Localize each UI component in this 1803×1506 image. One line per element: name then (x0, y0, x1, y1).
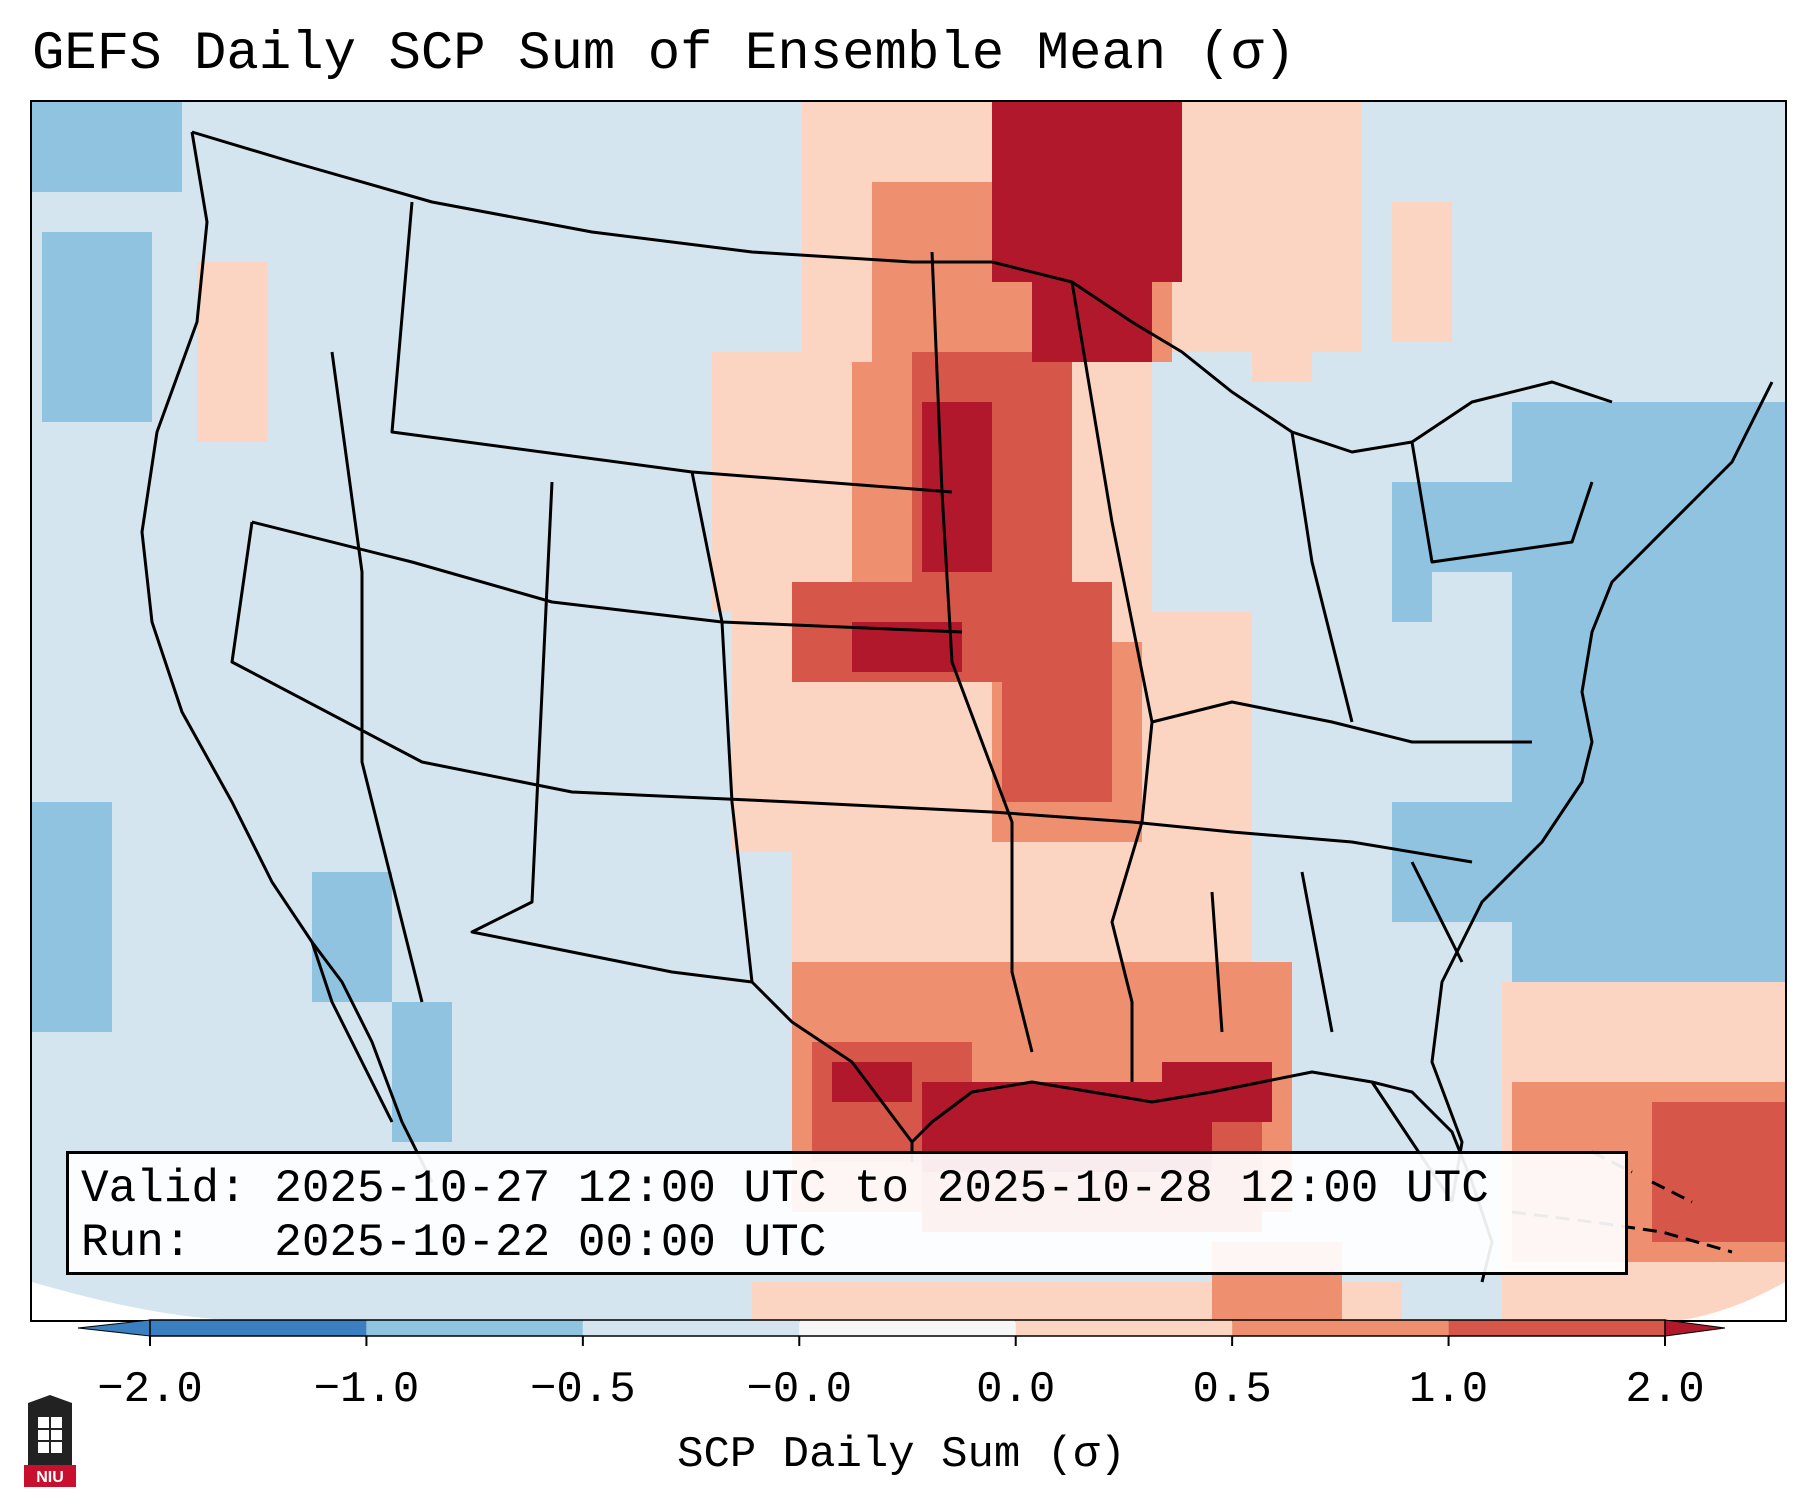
colorbar-tick-label: 2.0 (1625, 1365, 1705, 1415)
ontario-light-patch (1252, 282, 1312, 382)
pacific-nw-low-patch (32, 102, 182, 192)
colorbar-segment (366, 1320, 583, 1336)
colorbar-segment (799, 1320, 1016, 1336)
colorbar-tick-label: 1.0 (1408, 1365, 1489, 1415)
colorbar-segment (582, 1320, 800, 1336)
north-dakota-max-patch (992, 102, 1182, 282)
map-title: GEFS Daily SCP Sum of Ensemble Mean (σ) (32, 24, 1296, 85)
texas-border (750, 980, 914, 1143)
appalachian-border (1290, 431, 1354, 723)
mountain-border (330, 351, 424, 1003)
colorbar-tick-label: 0.0 (976, 1365, 1056, 1415)
pennsylvania-low-patch (1392, 562, 1432, 622)
colorbar-tick-label: −0.5 (530, 1365, 636, 1415)
valid-run-info-box: Valid: 2025-10-27 12:00 UTC to 2025-10-2… (66, 1151, 1628, 1275)
projection-corner (32, 1282, 232, 1320)
colorbar-tick-label: 0.5 (1192, 1365, 1272, 1415)
colorbar-extend-low (77, 1319, 151, 1337)
run-time-line: Run: 2025-10-22 00:00 UTC (81, 1217, 827, 1269)
colorbar-segment (1448, 1320, 1665, 1336)
colorbar-segment (1232, 1320, 1449, 1336)
sd-max-patch (922, 402, 992, 572)
west-coastline (140, 131, 394, 1123)
atlantic-low-patch (1512, 402, 1785, 1002)
geographic-boundaries (140, 130, 1774, 1203)
new-england-low-patch (1392, 482, 1512, 572)
baja-peninsula (310, 941, 434, 1183)
colorbar-extend-high (1664, 1319, 1726, 1337)
colorbar-segment (150, 1320, 367, 1336)
ohio-valley-light-patch (1132, 662, 1252, 822)
map-panel[interactable] (30, 100, 1787, 1322)
ohio-border (1151, 700, 1532, 744)
atlantic-sw-low-patch (1392, 802, 1522, 922)
logo-banner (24, 1465, 76, 1487)
colorbar-frame (149, 1319, 1666, 1337)
colorbar-tick-label: −1.0 (313, 1365, 420, 1415)
colorbar-tick-label: −0.0 (746, 1365, 853, 1415)
state-line-vertical-1 (690, 471, 754, 983)
colorbar-segment (1015, 1320, 1233, 1336)
canada-border-west (191, 130, 992, 264)
projection-corner-right (1682, 1282, 1785, 1320)
state-line-vertical-2 (930, 251, 1034, 1053)
niu-logo: NIU (24, 1395, 76, 1487)
quebec-light-patch (1392, 202, 1452, 342)
colorbar-tick-label: −2.0 (97, 1365, 203, 1415)
caribbean-high-patch (1652, 1102, 1785, 1242)
east-coastline (1430, 381, 1774, 1203)
pacific-low-patch (42, 232, 152, 422)
southeast-borders (1210, 861, 1464, 1033)
rockies-border (470, 481, 753, 984)
colorbar-label: SCP Daily Sum (σ) (677, 1430, 1126, 1480)
north-texas-max-patch (832, 1062, 912, 1102)
negative-anomaly-areas (32, 102, 1785, 1142)
iowa-high-patch (1002, 582, 1112, 802)
logo-text: NIU (36, 1469, 64, 1486)
valid-time-line: Valid: 2025-10-27 12:00 UTC to 2025-10-2… (81, 1163, 1489, 1215)
pacific-sw-low-patch (32, 802, 112, 1032)
oregon-coast-light-patch (197, 262, 267, 442)
plains-border-central (230, 521, 993, 814)
northeast-border (1410, 441, 1594, 564)
map-canvas (32, 102, 1785, 1320)
southern-border-mid (991, 810, 1473, 864)
colorbar (77, 1319, 1726, 1346)
